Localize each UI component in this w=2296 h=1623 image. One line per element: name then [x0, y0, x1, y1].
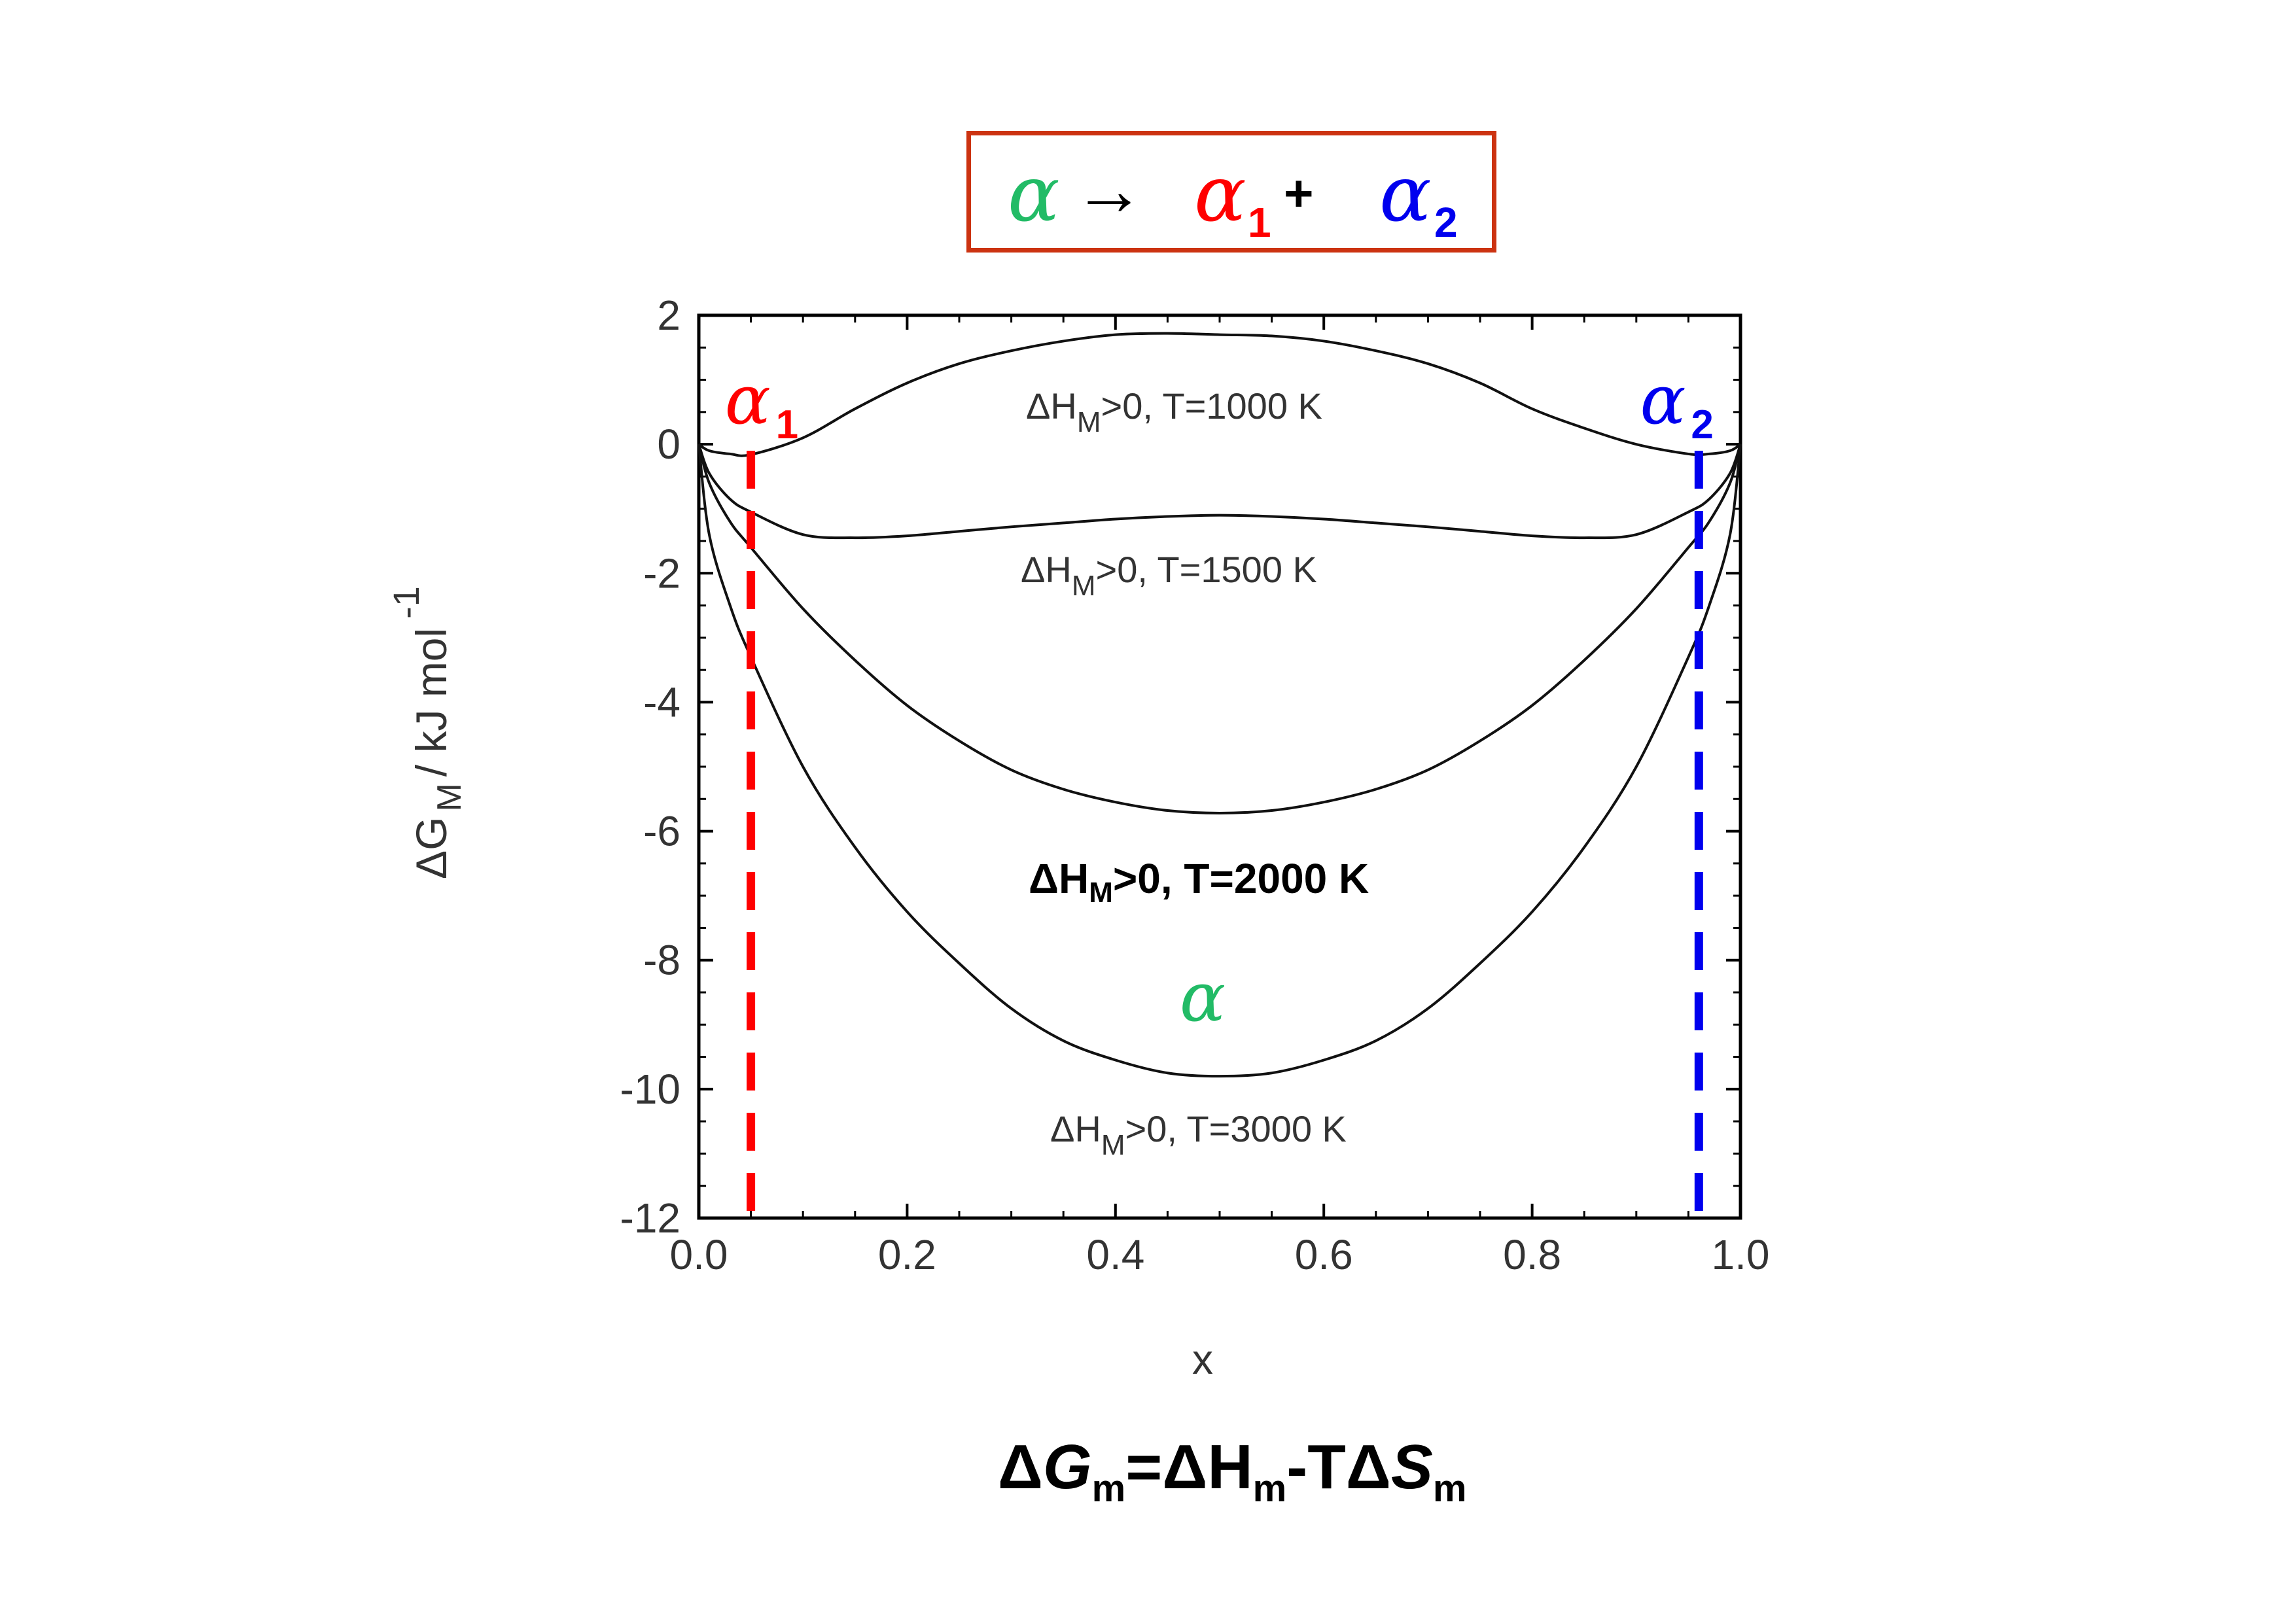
x-tick-label: 0.6: [1295, 1231, 1353, 1278]
x-axis-label: x: [1192, 1336, 1213, 1383]
svg-text:ΔGM/ kJ mol-1: ΔG M / kJ mol -1: [385, 586, 468, 879]
reaction-box: [966, 131, 1496, 253]
curve-label-2: ΔHM>0, T=1500 K: [1021, 549, 1317, 602]
x-tick-labels: 0.0 0.2 0.4 0.6 0.8 1.0: [670, 1231, 1770, 1278]
y-tick-label: -6: [643, 808, 680, 855]
y-axis-label-main: ΔG: [407, 817, 455, 879]
y-tick-labels: 2 0 -2 -4 -6 -8 -10 -12: [620, 292, 681, 1242]
curve-label-1: ΔHM>0, T=1000 K: [1026, 385, 1322, 438]
formula-delta-h: Δ: [1162, 1432, 1207, 1502]
y-axis-label-sup: -1: [385, 586, 427, 619]
x-tick-label: 0.0: [670, 1231, 728, 1278]
y-tick-label: -2: [643, 550, 680, 597]
formula-s-sub: m: [1433, 1467, 1467, 1510]
y-tick-label: -4: [643, 678, 680, 725]
x-tick-label: 0.2: [878, 1231, 936, 1278]
formula-equals: =: [1125, 1432, 1162, 1502]
formula-g-sub: m: [1092, 1467, 1126, 1510]
formula-delta-g: Δ: [998, 1432, 1043, 1502]
reaction-alpha: α: [1008, 148, 1060, 239]
axis-ticks: [698, 314, 1742, 1219]
formula-h: H: [1207, 1432, 1252, 1502]
curve-series-4: [698, 444, 1742, 1078]
plot-frame: [697, 313, 1742, 1220]
curve-series-2: [698, 444, 1742, 540]
gibbs-formula: ΔGm=ΔHm-TΔSm: [998, 1432, 1466, 1510]
phase-label-subscript-2: 2: [1691, 402, 1713, 447]
y-tick-label: -10: [620, 1066, 681, 1113]
curve-label-3: ΔHM>0, T=2000 K: [1029, 855, 1369, 909]
formula-g: G: [1043, 1432, 1092, 1502]
reaction-equation: α → α 1 + α 2: [1008, 148, 1458, 246]
reaction-alpha1: α: [1194, 148, 1246, 239]
formula-s: S: [1391, 1432, 1433, 1502]
reaction-alpha2: α: [1379, 148, 1432, 239]
y-tick-label: -8: [643, 937, 680, 984]
x-tick-label: 0.4: [1086, 1231, 1144, 1278]
y-tick-label: 2: [657, 292, 680, 339]
y-tick-label: 0: [657, 421, 680, 468]
curves: [698, 332, 1742, 1078]
curve-series-1: [698, 332, 1742, 457]
svg-text:ΔGm=ΔHm-TΔSm: ΔGm=ΔHm-TΔSm: [998, 1432, 1466, 1510]
phase-label-1: α: [725, 360, 771, 440]
y-axis-label-unit: / kJ mol: [407, 628, 455, 777]
formula-delta-s: Δ: [1346, 1432, 1391, 1502]
formula-h-sub: m: [1253, 1467, 1287, 1510]
alpha-phase-annotation: α: [1180, 957, 1226, 1037]
reaction-alpha1-subscript: 1: [1248, 199, 1271, 246]
phase-label-2: α: [1640, 360, 1686, 440]
reaction-arrow: →: [1073, 150, 1145, 230]
y-axis-label-sub: M: [431, 783, 468, 811]
reaction-alpha2-subscript: 2: [1434, 199, 1458, 246]
y-axis-label: ΔG M / kJ mol -1: [385, 586, 468, 879]
reaction-plus: +: [1284, 164, 1314, 222]
curve-label-4: ΔHM>0, T=3000 K: [1050, 1108, 1347, 1161]
x-tick-label: 1.0: [1712, 1231, 1770, 1278]
formula-minus-t: -T: [1286, 1432, 1346, 1502]
x-tick-label: 0.8: [1503, 1231, 1561, 1278]
y-tick-label: -12: [620, 1195, 681, 1242]
curve-series-3: [698, 444, 1742, 814]
phase-label-subscript-1: 1: [776, 402, 798, 447]
curve-labels: ΔHM>0, T=1000 K ΔHM>0, T=1500 K ΔHM>0, T=2…: [1021, 385, 1369, 1161]
